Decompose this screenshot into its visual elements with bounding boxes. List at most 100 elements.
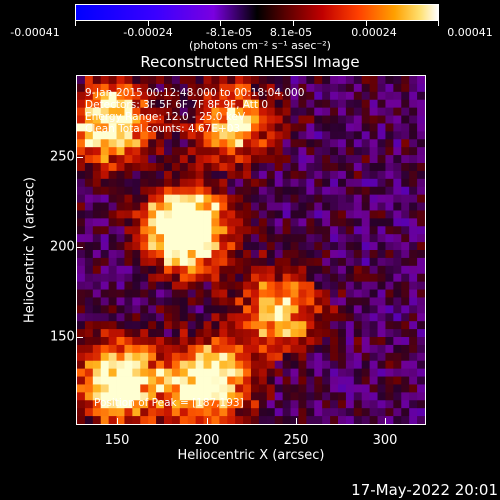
heatmap-cell	[187, 281, 197, 290]
heatmap-cell	[171, 155, 181, 164]
heatmap-cell	[116, 273, 125, 283]
heatmap-cell	[140, 376, 149, 385]
heatmap-cell	[369, 186, 378, 196]
heatmap-cell	[148, 186, 157, 196]
heatmap-cell	[282, 250, 291, 259]
heatmap-cell	[116, 178, 125, 188]
heatmap-cell	[314, 131, 323, 140]
heatmap-cell	[108, 99, 117, 109]
heatmap-cell	[179, 250, 189, 259]
heatmap-cell	[171, 376, 181, 385]
heatmap-cell	[100, 242, 110, 251]
heatmap-cell	[298, 273, 307, 283]
heatmap-cell	[77, 234, 86, 243]
heatmap-cell	[140, 297, 149, 306]
heatmap-cell	[243, 155, 252, 164]
heatmap-cell	[274, 242, 284, 251]
heatmap-cell	[298, 131, 307, 140]
heatmap-cell	[345, 91, 355, 101]
heatmap-cell	[108, 289, 117, 298]
heatmap-cell	[211, 352, 220, 362]
heatmap-cell	[274, 257, 284, 267]
heatmap-cell	[203, 313, 212, 322]
heatmap-cell	[385, 321, 394, 330]
heatmap-cell	[401, 91, 410, 101]
heatmap-cell	[171, 76, 181, 85]
heatmap-cell	[171, 194, 181, 203]
heatmap-cell	[274, 218, 284, 227]
heatmap-cell	[100, 194, 110, 203]
heatmap-cell	[100, 210, 110, 219]
heatmap-cell	[171, 408, 181, 417]
heatmap-cell	[235, 115, 244, 124]
heatmap-cell	[314, 139, 323, 148]
heatmap-cell	[290, 344, 299, 354]
heatmap-cell	[171, 257, 181, 267]
heatmap-cell	[116, 91, 125, 101]
heatmap-cell	[251, 170, 260, 180]
heatmap-cell	[345, 99, 355, 109]
heatmap-cell	[298, 218, 307, 227]
heatmap-cell	[258, 337, 268, 346]
heatmap-cell	[322, 107, 331, 116]
heatmap-cell	[274, 234, 284, 243]
heatmap-cell	[84, 273, 94, 283]
heatmap-cell	[306, 178, 315, 188]
heatmap-cell	[235, 384, 244, 393]
heatmap-cell	[251, 352, 260, 362]
heatmap-cell	[124, 107, 133, 116]
heatmap-cell	[77, 321, 86, 330]
heatmap-cell	[243, 91, 252, 101]
heatmap-cell	[211, 265, 220, 275]
heatmap-cell	[84, 360, 94, 370]
heatmap-cell	[377, 368, 386, 377]
heatmap-cell	[116, 297, 125, 306]
heatmap-cell	[77, 257, 86, 267]
heatmap-cell	[211, 194, 220, 203]
heatmap-cell	[100, 115, 110, 124]
heatmap-cell	[353, 210, 363, 219]
heatmap-cell	[322, 376, 331, 385]
heatmap-cell	[156, 163, 165, 172]
heatmap-cell	[314, 337, 323, 346]
heatmap-cell	[417, 344, 425, 354]
heatmap-cell	[306, 305, 315, 314]
heatmap-cell	[330, 178, 339, 188]
heatmap-cell	[156, 313, 165, 322]
heatmap-cell	[417, 147, 425, 156]
heatmap-cell	[338, 178, 347, 188]
colorbar-tick	[148, 21, 149, 26]
heatmap-cell	[156, 234, 165, 243]
heatmap-cell	[338, 281, 347, 290]
heatmap-cell	[417, 408, 425, 417]
heatmap-cell	[401, 352, 410, 362]
heatmap-cell	[243, 368, 252, 377]
heatmap-cell	[330, 297, 339, 306]
heatmap-cell	[164, 313, 173, 322]
heatmap-cell	[92, 234, 102, 243]
heatmap-cell	[306, 76, 315, 85]
heatmap-cell	[338, 107, 347, 116]
heatmap-cell	[298, 210, 307, 219]
heatmap-cell	[227, 123, 236, 132]
heatmap-cell	[116, 163, 125, 172]
heatmap-cell	[227, 242, 236, 251]
heatmap-cell	[124, 265, 133, 275]
heatmap-cell	[219, 76, 228, 85]
heatmap-cell	[227, 115, 236, 124]
heatmap-cell	[243, 344, 252, 354]
heatmap-cell	[417, 376, 425, 385]
heatmap-cell	[164, 305, 173, 314]
heatmap-cell	[282, 155, 291, 164]
heatmap-cell	[401, 163, 410, 172]
heatmap-cell	[298, 147, 307, 156]
heatmap-cell	[100, 99, 110, 109]
heatmap-cell	[116, 321, 125, 330]
heatmap-cell	[171, 297, 181, 306]
heatmap-cell	[219, 337, 228, 346]
heatmap-cell	[361, 83, 371, 93]
heatmap-cell	[258, 265, 268, 275]
heatmap-cell	[108, 416, 117, 424]
heatmap-cell	[314, 163, 323, 172]
heatmap-cell	[417, 186, 425, 196]
